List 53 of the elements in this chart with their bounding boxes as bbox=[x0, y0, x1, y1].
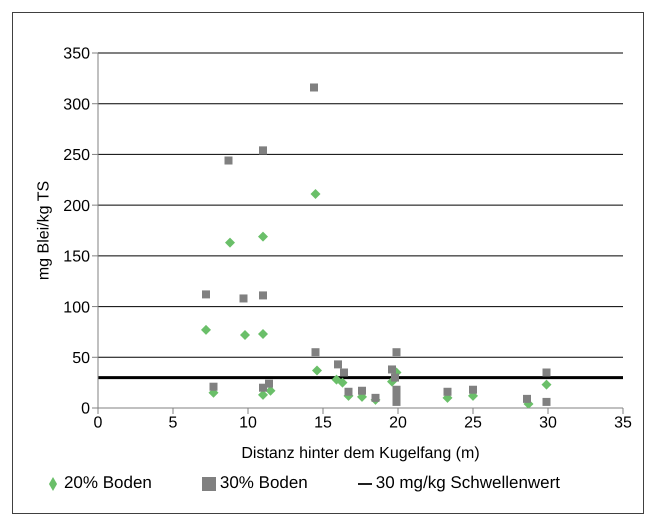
point bbox=[469, 386, 477, 394]
x-axis-title: Distanz hinter dem Kugelfang (m) bbox=[241, 445, 480, 462]
point bbox=[258, 232, 268, 242]
point bbox=[358, 386, 366, 395]
x-tick-label: 25 bbox=[464, 414, 482, 432]
point bbox=[340, 368, 348, 376]
legend-label: 20% Boden bbox=[64, 473, 152, 492]
point bbox=[542, 368, 550, 376]
point bbox=[210, 382, 218, 391]
point bbox=[334, 360, 342, 368]
point bbox=[332, 374, 342, 385]
point bbox=[338, 378, 348, 388]
point bbox=[310, 188, 320, 199]
point bbox=[225, 238, 235, 248]
point bbox=[224, 156, 232, 165]
point bbox=[444, 388, 452, 396]
point bbox=[391, 374, 399, 382]
point bbox=[344, 388, 352, 396]
x-tick-label: 10 bbox=[239, 414, 257, 432]
y-tick-label: 250 bbox=[63, 147, 90, 164]
y-tick-label: 0 bbox=[81, 400, 90, 418]
point bbox=[265, 380, 273, 388]
point bbox=[259, 291, 267, 300]
x-tick-label: 20 bbox=[389, 414, 407, 432]
point bbox=[201, 324, 211, 335]
point bbox=[542, 398, 550, 406]
point bbox=[312, 348, 320, 356]
x-tick-label: 5 bbox=[168, 414, 178, 432]
x-tick-label: 15 bbox=[314, 414, 332, 432]
y-tick-label: 50 bbox=[72, 350, 90, 367]
point bbox=[310, 83, 318, 92]
point bbox=[392, 348, 400, 356]
y-tick-label: 150 bbox=[63, 248, 90, 266]
point bbox=[240, 330, 250, 340]
y-tick-label: 350 bbox=[63, 46, 90, 63]
y-tick-label: 100 bbox=[63, 299, 90, 316]
point bbox=[240, 294, 248, 302]
y-tick-label: 300 bbox=[63, 96, 90, 114]
legend-label: 30 mg/kg Schwellenwert bbox=[376, 473, 560, 492]
point bbox=[259, 146, 267, 154]
x-tick-label: 30 bbox=[539, 414, 557, 432]
point bbox=[542, 380, 552, 390]
point bbox=[372, 394, 380, 402]
x-tick-label: 0 bbox=[94, 414, 103, 432]
point bbox=[258, 328, 268, 339]
point bbox=[388, 365, 396, 374]
legend-label: 30% Boden bbox=[220, 473, 308, 492]
y-axis-title: mg Blei/kg TS bbox=[36, 180, 53, 280]
y-tick-label: 200 bbox=[63, 198, 90, 215]
point bbox=[523, 394, 531, 403]
point bbox=[312, 365, 322, 376]
x-tick-label: 35 bbox=[614, 414, 632, 432]
point bbox=[202, 290, 210, 298]
